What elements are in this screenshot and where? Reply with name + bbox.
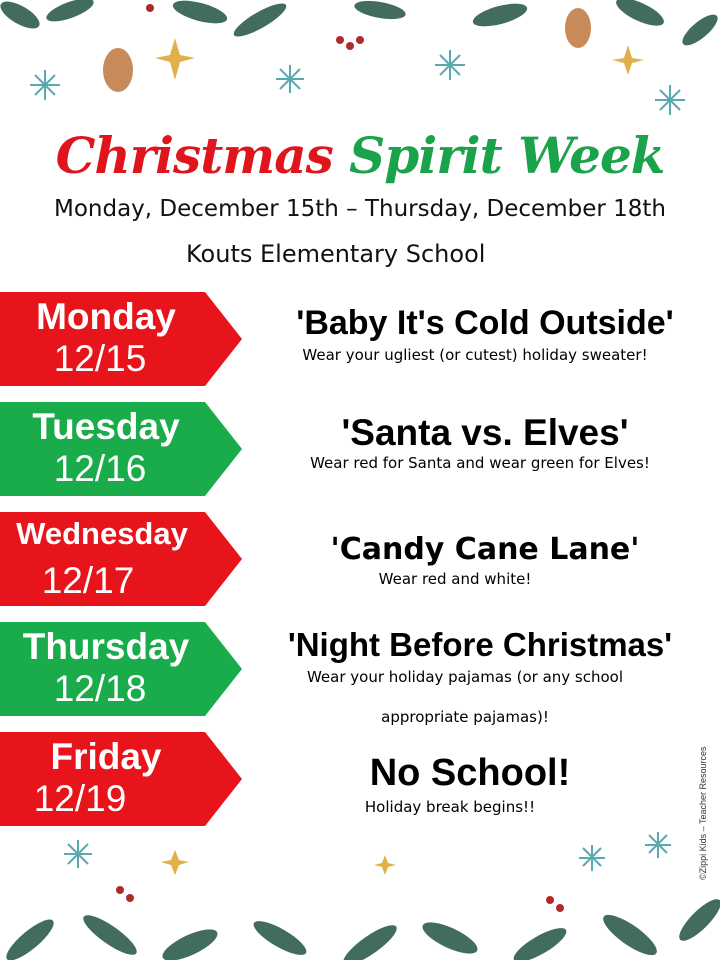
day-theme: No School! <box>369 752 571 794</box>
title-christmas: Christmas <box>55 126 334 185</box>
title-spirit-week: Spirit Week <box>349 126 665 185</box>
page-title: Christmas Spirit Week <box>0 126 720 185</box>
day-arrow-banner: Wednesday 12/17 <box>0 512 242 606</box>
day-date: 12/18 <box>53 668 147 709</box>
day-theme: 'Santa vs. Elves' <box>341 412 629 453</box>
day-row-tuesday: Tuesday 12/16 'Santa vs. Elves' Wear red … <box>0 402 720 496</box>
day-theme: 'Night Before Christmas' <box>287 626 673 663</box>
bottom-garland-decoration <box>6 832 720 960</box>
school-name: Kouts Elementary School <box>186 240 486 268</box>
event-dates: Monday, December 15th – Thursday, Decemb… <box>54 196 666 222</box>
day-description: Wear red for Santa and wear green for El… <box>310 454 650 472</box>
day-row-friday: Friday 12/19 No School! Holiday break beg… <box>0 732 720 826</box>
day-date: 12/19 <box>33 778 127 819</box>
day-arrow-banner: Tuesday 12/16 <box>0 402 242 496</box>
day-description-continued: appropriate pajamas)! <box>381 708 549 726</box>
day-row-thursday: Thursday 12/18 'Night Before Christmas' W… <box>0 622 720 726</box>
top-garland-decoration <box>0 0 718 115</box>
day-row-monday: Monday 12/15 'Baby It's Cold Outside' Wea… <box>0 292 720 386</box>
day-arrow-banner: Thursday 12/18 <box>0 622 242 716</box>
day-row-wednesday: Wednesday 12/17 'Candy Cane Lane' Wear re… <box>0 512 720 606</box>
day-name: Wednesday <box>16 516 188 551</box>
day-arrow-banner: Monday 12/15 <box>0 292 242 386</box>
day-name: Thursday <box>22 626 190 667</box>
day-name: Tuesday <box>32 406 180 447</box>
day-description: Holiday break begins!! <box>364 798 536 816</box>
day-description: Wear your ugliest (or cutest) holiday sw… <box>302 346 648 364</box>
day-description: Wear red and white! <box>378 570 532 588</box>
day-date: 12/15 <box>53 338 147 379</box>
day-theme: 'Baby It's Cold Outside' <box>296 304 674 342</box>
day-arrow-banner: Friday 12/19 <box>0 732 242 826</box>
day-theme: 'Candy Cane Lane' <box>330 532 640 567</box>
day-name: Friday <box>50 736 162 777</box>
day-name: Monday <box>36 296 176 337</box>
day-date: 12/16 <box>53 448 147 489</box>
day-description: Wear your holiday pajamas (or any school <box>306 668 624 686</box>
day-date: 12/17 <box>41 560 135 601</box>
